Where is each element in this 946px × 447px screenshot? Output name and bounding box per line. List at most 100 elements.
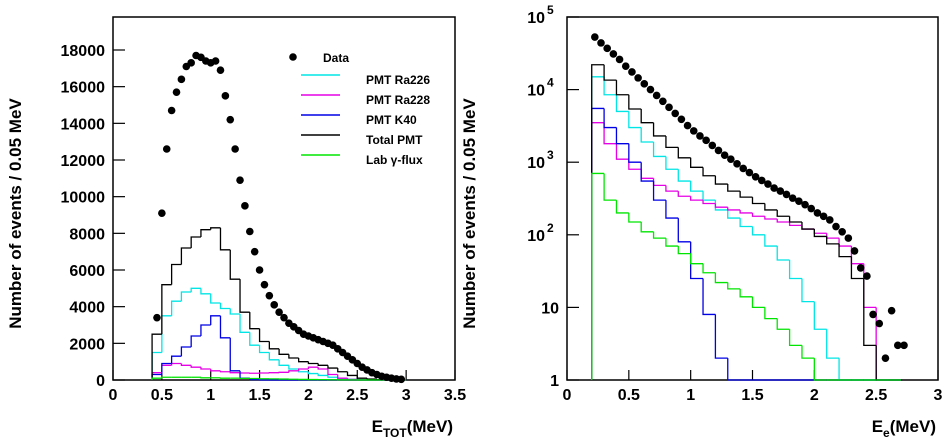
data-point	[634, 74, 642, 82]
y-axis-label: Number of events / 0.05 MeV	[460, 98, 479, 329]
x-tick-label: 3	[402, 387, 411, 404]
data-point	[888, 307, 896, 315]
x-axis-label-main: E	[872, 417, 883, 436]
y-tick-label: 10	[527, 83, 545, 100]
y-tick-label: 10	[527, 10, 545, 27]
y-tick-label: 18000	[61, 43, 106, 60]
data-point	[270, 301, 278, 309]
data-point	[217, 66, 225, 74]
legend-marker	[289, 53, 297, 61]
x-axis-label-unit: (MeV)	[890, 417, 936, 436]
data-point	[653, 92, 661, 100]
y-tick-label: 8000	[69, 226, 105, 243]
x-tick-label: 0	[109, 387, 118, 404]
data-point	[678, 115, 686, 123]
data-point	[158, 209, 166, 217]
data-point	[875, 320, 883, 328]
data-point	[746, 169, 754, 177]
x-axis-label-unit: (MeV)	[407, 417, 453, 436]
y-tick-label: 10	[527, 155, 545, 172]
data-point	[610, 50, 618, 58]
y-tick-label: 10000	[61, 190, 106, 207]
data-point	[696, 132, 704, 140]
legend-label: PMT Ra228	[366, 93, 430, 107]
data-point	[163, 145, 171, 153]
data-point	[153, 314, 161, 322]
y-tick-label: 10	[527, 228, 545, 245]
legend-label: PMT Ra226	[366, 73, 430, 87]
x-tick-label: 2	[304, 387, 313, 404]
x-axis-label-main: E	[372, 417, 383, 436]
data-point	[715, 147, 723, 155]
y-tick-label: 14000	[61, 116, 106, 133]
data-point	[397, 375, 405, 383]
data-point	[807, 205, 815, 213]
data-point	[251, 248, 259, 256]
data-point	[647, 86, 655, 94]
data-point	[851, 247, 859, 255]
x-tick-label: 0.5	[618, 387, 640, 404]
data-point	[178, 76, 186, 84]
y-tick-label: 0	[96, 373, 105, 390]
data-point	[863, 272, 871, 280]
data-point	[628, 68, 636, 76]
x-tick-label: 2	[810, 387, 819, 404]
y-tick-exponent: 3	[547, 148, 554, 162]
data-point	[187, 59, 195, 67]
data-point	[684, 122, 692, 130]
x-axis-label-sub: TOT	[383, 426, 407, 440]
data-point	[168, 107, 176, 115]
data-point	[690, 127, 698, 135]
y-tick-label: 10	[541, 300, 559, 317]
y-tick-label: 4000	[69, 300, 105, 317]
data-point	[256, 266, 264, 274]
y-tick-exponent: 2	[547, 221, 554, 235]
legend-label: PMT K40	[366, 113, 417, 127]
data-point	[622, 62, 630, 70]
x-tick-label: 3.5	[444, 387, 466, 404]
data-point	[826, 216, 834, 224]
data-point	[241, 202, 249, 210]
y-axis-label: Number of events / 0.05 MeV	[6, 98, 25, 329]
data-point	[869, 311, 877, 319]
data-point	[832, 223, 840, 231]
y-tick-label: 2000	[69, 336, 105, 353]
data-point	[231, 145, 239, 153]
data-point	[603, 45, 611, 53]
data-point	[659, 97, 667, 105]
data-point	[616, 56, 624, 64]
data-point	[702, 137, 710, 145]
x-tick-label: 1	[206, 387, 215, 404]
data-point	[845, 234, 853, 242]
data-point	[222, 92, 230, 100]
data-point	[665, 104, 673, 112]
x-tick-label: 2.5	[346, 387, 368, 404]
histogram-step	[201, 377, 211, 378]
data-point	[212, 57, 220, 65]
data-point	[739, 165, 747, 173]
y-tick-label: 1	[550, 373, 559, 390]
x-tick-label: 0.5	[151, 387, 173, 404]
y-tick-label: 12000	[61, 153, 106, 170]
y-tick-label: 16000	[61, 80, 106, 97]
data-point	[838, 228, 846, 236]
data-point	[246, 228, 254, 236]
data-point	[857, 264, 865, 272]
y-tick-base: 10	[527, 228, 545, 245]
data-point	[226, 116, 234, 124]
x-tick-label: 1.5	[741, 387, 763, 404]
data-point	[900, 342, 908, 350]
data-point	[236, 176, 244, 184]
data-point	[640, 80, 648, 88]
data-point	[882, 354, 890, 362]
x-tick-label: 1	[686, 387, 695, 404]
data-point	[727, 155, 735, 163]
y-tick-base: 10	[527, 83, 545, 100]
y-tick-base: 10	[527, 10, 545, 27]
y-tick-base: 10	[527, 155, 545, 172]
data-point	[597, 39, 605, 47]
data-point	[266, 292, 274, 300]
data-point	[261, 281, 269, 289]
x-tick-label: 2.5	[865, 387, 887, 404]
